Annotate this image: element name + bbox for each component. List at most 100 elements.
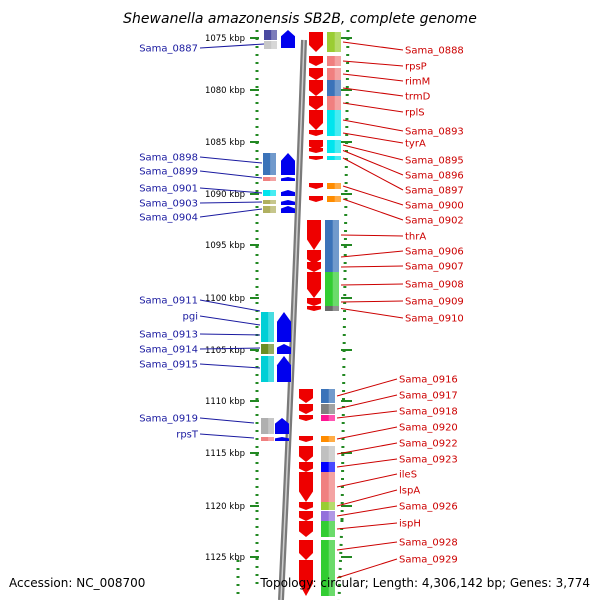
gene-label-Sama_0917[interactable]: Sama_0917 bbox=[399, 391, 458, 402]
leader-line-Sama_0917 bbox=[336, 394, 398, 410]
gene-label-pgi[interactable]: pgi bbox=[183, 312, 198, 323]
forward-arrow-rpsT bbox=[275, 437, 289, 441]
gene-label-ileS[interactable]: ileS bbox=[399, 470, 417, 481]
reverse-arrow-Sama_0893 bbox=[309, 110, 323, 130]
gene-block-Sama_0887 bbox=[264, 30, 277, 40]
gene-label-Sama_0895[interactable]: Sama_0895 bbox=[405, 156, 464, 167]
leader-line-Sama_0902 bbox=[342, 198, 404, 221]
forward-arrow-Sama_0903 bbox=[281, 200, 295, 205]
gene-label-Sama_0909[interactable]: Sama_0909 bbox=[405, 297, 464, 308]
gene-label-Sama_0906[interactable]: Sama_0906 bbox=[405, 247, 464, 258]
gene-label-Sama_0926[interactable]: Sama_0926 bbox=[399, 502, 458, 513]
gene-label-rimM[interactable]: rimM bbox=[405, 77, 430, 88]
gene-label-rpsT[interactable]: rpsT bbox=[176, 430, 199, 441]
gene-label-Sama_0913[interactable]: Sama_0913 bbox=[139, 330, 198, 341]
reverse-arrow-Sama_0928 bbox=[299, 540, 313, 560]
gene-block-Sama_0910-shade bbox=[332, 306, 339, 311]
gene-label-rpsP[interactable]: rpsP bbox=[405, 62, 427, 73]
gene-block-Sama_0918 bbox=[321, 415, 335, 421]
gene-label-Sama_0897[interactable]: Sama_0897 bbox=[405, 186, 464, 197]
leader-line-pgi bbox=[199, 315, 261, 326]
gene-label-Sama_0911[interactable]: Sama_0911 bbox=[139, 296, 198, 307]
gene-block-Sama_0928 bbox=[321, 540, 335, 560]
reverse-arrow-Sama_0920 bbox=[299, 436, 313, 442]
reverse-arrow-Sama_0895 bbox=[309, 140, 323, 150]
reverse-arrow-Sama_0908 bbox=[307, 272, 321, 298]
kbp-scale: 1075 kbp 1080 kbp 1085 kbp 1090 kbp 1095 kbp… bbox=[205, 34, 352, 563]
gene-block-Sama_0926-shade bbox=[328, 511, 335, 521]
leader-line-Sama_0896 bbox=[342, 150, 404, 176]
gene-block-thrA bbox=[325, 220, 339, 250]
gene-block-rplS bbox=[327, 96, 341, 110]
gene-label-Sama_0918[interactable]: Sama_0918 bbox=[399, 407, 458, 418]
gene-label-ispH[interactable]: ispH bbox=[399, 519, 421, 530]
gene-label-Sama_0904[interactable]: Sama_0904 bbox=[139, 213, 198, 224]
kbp-tick-label: 1110 kbp bbox=[205, 397, 245, 407]
leader-line-Sama_0899 bbox=[199, 170, 263, 179]
gene-block-Sama_0888 bbox=[327, 32, 341, 52]
reverse-arrow-rpsP bbox=[309, 56, 323, 66]
gene-block-Sama_0926 bbox=[321, 511, 335, 521]
gene-label-Sama_0887[interactable]: Sama_0887 bbox=[139, 44, 198, 55]
gene-label-Sama_0907[interactable]: Sama_0907 bbox=[405, 262, 464, 273]
gene-block-Sama_0907-shade bbox=[332, 262, 339, 272]
kbp-tick-label: 1085 kbp bbox=[205, 138, 245, 148]
reverse-arrow-Sama_0896 bbox=[309, 148, 323, 153]
gene-block-Sama_0916 bbox=[321, 389, 335, 403]
leader-line-Sama_0898 bbox=[199, 156, 263, 164]
gene-label-Sama_0914[interactable]: Sama_0914 bbox=[139, 345, 198, 356]
leader-line-rplS bbox=[342, 102, 404, 113]
gene-label-trmD[interactable]: trmD bbox=[405, 92, 431, 103]
gene-block-Sama_0901-shade bbox=[270, 190, 276, 196]
gene-block-Sama_0913 bbox=[261, 328, 274, 342]
gene-block-Sama_0887-b bbox=[264, 41, 277, 49]
gene-label-Sama_0896[interactable]: Sama_0896 bbox=[405, 171, 464, 182]
leader-line-ispH bbox=[336, 522, 398, 530]
gene-label-Sama_0915[interactable]: Sama_0915 bbox=[139, 360, 198, 371]
gene-label-Sama_0888[interactable]: Sama_0888 bbox=[405, 46, 464, 57]
accession-text: Accession: NC_008700 bbox=[9, 576, 145, 590]
leader-line-trmD bbox=[342, 87, 404, 97]
gene-label-tyrA[interactable]: tyrA bbox=[405, 139, 426, 150]
forward-arrow-Sama_0914 bbox=[277, 344, 291, 354]
gene-block-rpsP bbox=[327, 56, 341, 66]
gene-label-Sama_0900[interactable]: Sama_0900 bbox=[405, 201, 464, 212]
gene-label-Sama_0919[interactable]: Sama_0919 bbox=[139, 414, 198, 425]
kbp-tick-label: 1105 kbp bbox=[205, 346, 245, 356]
kbp-tick-label: 1075 kbp bbox=[205, 34, 245, 44]
gene-label-lspA[interactable]: lspA bbox=[399, 486, 420, 497]
gene-block-Sama_0888-shade bbox=[334, 32, 341, 52]
gene-block-Sama_0908 bbox=[325, 272, 339, 298]
gene-block-Sama_0914-shade bbox=[268, 344, 274, 354]
forward-arrow-Sama_0899 bbox=[281, 177, 295, 181]
gene-label-Sama_0910[interactable]: Sama_0910 bbox=[405, 314, 464, 325]
gene-label-thrA[interactable]: thrA bbox=[405, 232, 426, 243]
forward-arrow-Sama_0887 bbox=[281, 30, 295, 48]
reverse-arrow-ispH bbox=[299, 521, 313, 537]
gene-label-Sama_0929[interactable]: Sama_0929 bbox=[399, 555, 458, 566]
gene-label-Sama_0923[interactable]: Sama_0923 bbox=[399, 455, 458, 466]
gene-block-Sama_0896-shade bbox=[334, 148, 341, 153]
gene-label-Sama_0901[interactable]: Sama_0901 bbox=[139, 184, 198, 195]
gene-block-tyrA bbox=[327, 130, 341, 136]
gene-label-Sama_0903[interactable]: Sama_0903 bbox=[139, 199, 198, 210]
gene-label-Sama_0922[interactable]: Sama_0922 bbox=[399, 439, 458, 450]
gene-label-Sama_0902[interactable]: Sama_0902 bbox=[405, 216, 464, 227]
gene-label-rplS[interactable]: rplS bbox=[405, 108, 425, 119]
gene-label-Sama_0899[interactable]: Sama_0899 bbox=[139, 167, 198, 178]
gene-label-Sama_0898[interactable]: Sama_0898 bbox=[139, 153, 198, 164]
gene-block-Sama_0903-shade bbox=[270, 200, 276, 204]
reverse-arrow-rimM bbox=[309, 68, 323, 80]
gene-block-rpsP-shade bbox=[334, 56, 341, 66]
gene-block-Sama_0916-shade bbox=[328, 389, 335, 403]
reverse-arrow-Sama_0906 bbox=[307, 250, 321, 264]
gene-label-Sama_0920[interactable]: Sama_0920 bbox=[399, 423, 458, 434]
gene-block-Sama_0914 bbox=[261, 344, 274, 354]
gene-label-Sama_0893[interactable]: Sama_0893 bbox=[405, 127, 464, 138]
reverse-arrow-Sama_0929 bbox=[299, 560, 313, 596]
gene-block-Sama_0900-shade bbox=[334, 183, 341, 189]
gene-label-Sama_0928[interactable]: Sama_0928 bbox=[399, 538, 458, 549]
gene-label-Sama_0908[interactable]: Sama_0908 bbox=[405, 280, 464, 291]
reverse-arrow-rplS bbox=[309, 96, 323, 110]
gene-label-Sama_0916[interactable]: Sama_0916 bbox=[399, 375, 458, 386]
